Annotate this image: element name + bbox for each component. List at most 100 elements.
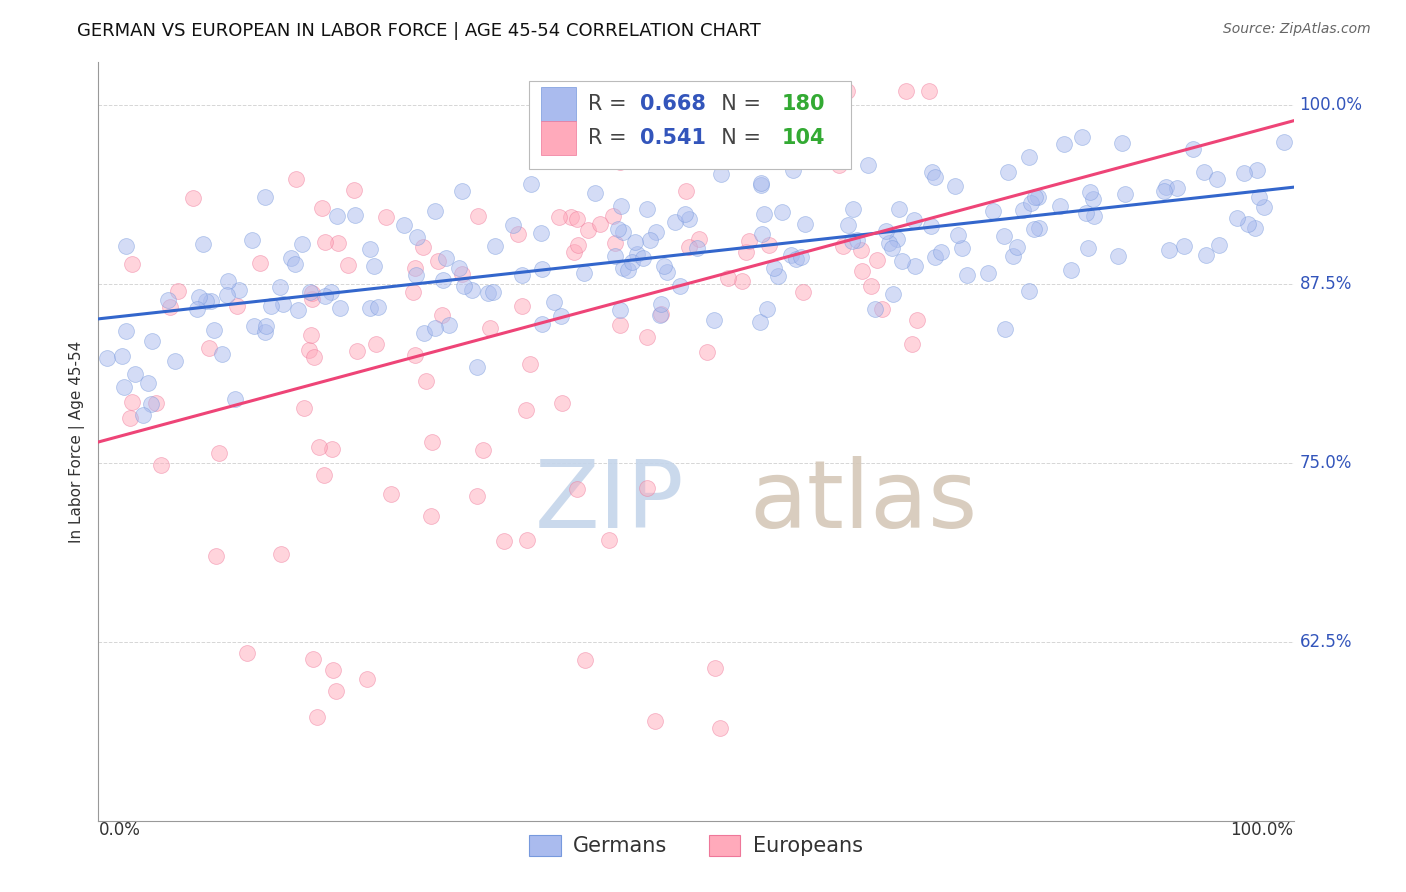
Point: [481, 285, 503, 299]
Point: [703, 661, 725, 675]
Point: [467, 360, 489, 375]
Text: 0.541: 0.541: [640, 128, 706, 148]
Point: [741, 115, 763, 129]
Point: [583, 87, 606, 101]
Point: [198, 341, 221, 355]
Point: [650, 307, 672, 321]
Point: [654, 118, 676, 132]
Point: [609, 318, 631, 332]
Point: [202, 323, 225, 337]
Point: [866, 252, 889, 267]
Text: N =: N =: [709, 128, 768, 148]
Point: [574, 653, 596, 667]
Point: [394, 218, 416, 232]
Point: [1182, 142, 1205, 156]
Point: [1081, 192, 1104, 206]
Text: 75.0%: 75.0%: [1299, 454, 1353, 472]
Point: [686, 115, 709, 129]
Point: [675, 184, 697, 198]
Point: [560, 211, 582, 225]
Point: [1026, 190, 1049, 204]
Text: 62.5%: 62.5%: [1299, 632, 1353, 651]
Point: [627, 108, 650, 122]
Point: [1022, 221, 1045, 235]
Point: [981, 203, 1004, 218]
Point: [766, 269, 789, 284]
Point: [543, 294, 565, 309]
Point: [1246, 163, 1268, 178]
Point: [894, 84, 917, 98]
Point: [1253, 200, 1275, 214]
Point: [738, 235, 761, 249]
Point: [200, 293, 222, 308]
Point: [208, 446, 231, 460]
Point: [792, 285, 814, 300]
Point: [254, 189, 277, 203]
Point: [467, 209, 489, 223]
Point: [624, 235, 647, 250]
Point: [427, 254, 450, 268]
Point: [312, 468, 335, 483]
Point: [607, 222, 630, 236]
Text: atlas: atlas: [749, 456, 979, 549]
Point: [831, 239, 853, 253]
Point: [948, 227, 970, 242]
Point: [329, 301, 352, 315]
Point: [159, 300, 181, 314]
Point: [271, 297, 294, 311]
Point: [994, 321, 1017, 335]
Point: [749, 315, 772, 329]
Point: [567, 211, 589, 226]
Y-axis label: In Labor Force | Age 45-54: In Labor Force | Age 45-54: [69, 341, 84, 542]
Point: [1074, 206, 1097, 220]
Point: [530, 227, 553, 241]
Point: [950, 241, 973, 255]
Point: [226, 299, 249, 313]
Point: [543, 112, 565, 126]
Point: [837, 218, 859, 232]
Point: [157, 293, 180, 308]
Point: [1192, 165, 1215, 179]
Point: [510, 268, 533, 282]
Point: [703, 313, 725, 327]
Point: [188, 290, 211, 304]
Point: [204, 549, 226, 564]
Point: [406, 229, 429, 244]
Point: [598, 533, 620, 547]
Point: [602, 210, 624, 224]
Point: [785, 252, 807, 266]
Point: [977, 266, 1000, 280]
Point: [163, 354, 186, 368]
Point: [609, 303, 631, 318]
Point: [993, 229, 1015, 244]
Point: [132, 409, 155, 423]
Point: [731, 84, 754, 98]
Point: [1166, 181, 1188, 195]
Point: [1049, 198, 1071, 212]
Point: [1274, 135, 1296, 149]
Point: [837, 84, 859, 98]
Point: [678, 240, 700, 254]
Point: [270, 547, 292, 561]
Point: [260, 299, 283, 313]
Point: [447, 261, 470, 276]
Point: [920, 219, 942, 233]
Legend: Germans, Europeans: Germans, Europeans: [522, 827, 870, 865]
Point: [120, 410, 142, 425]
Text: 0.668: 0.668: [640, 95, 706, 114]
Text: Source: ZipAtlas.com: Source: ZipAtlas.com: [1223, 22, 1371, 37]
Point: [439, 318, 461, 332]
Point: [337, 258, 360, 272]
Point: [943, 178, 966, 193]
Point: [770, 204, 793, 219]
Point: [749, 176, 772, 190]
Point: [567, 238, 589, 252]
Point: [1107, 249, 1129, 263]
Point: [506, 227, 529, 241]
Point: [762, 261, 785, 276]
Point: [1237, 217, 1260, 231]
Point: [717, 271, 740, 285]
Text: 104: 104: [782, 128, 825, 148]
Point: [254, 325, 277, 339]
Point: [1111, 136, 1133, 151]
